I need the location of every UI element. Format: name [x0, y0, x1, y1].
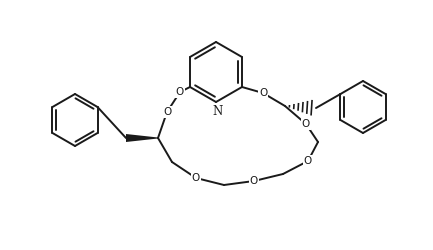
Text: N: N — [213, 105, 223, 118]
Polygon shape — [126, 134, 158, 142]
Text: O: O — [302, 119, 310, 129]
Text: O: O — [176, 87, 184, 97]
Text: O: O — [192, 173, 200, 183]
Text: O: O — [163, 107, 171, 117]
Text: O: O — [259, 88, 267, 98]
Text: O: O — [304, 156, 312, 166]
Text: O: O — [250, 176, 258, 186]
